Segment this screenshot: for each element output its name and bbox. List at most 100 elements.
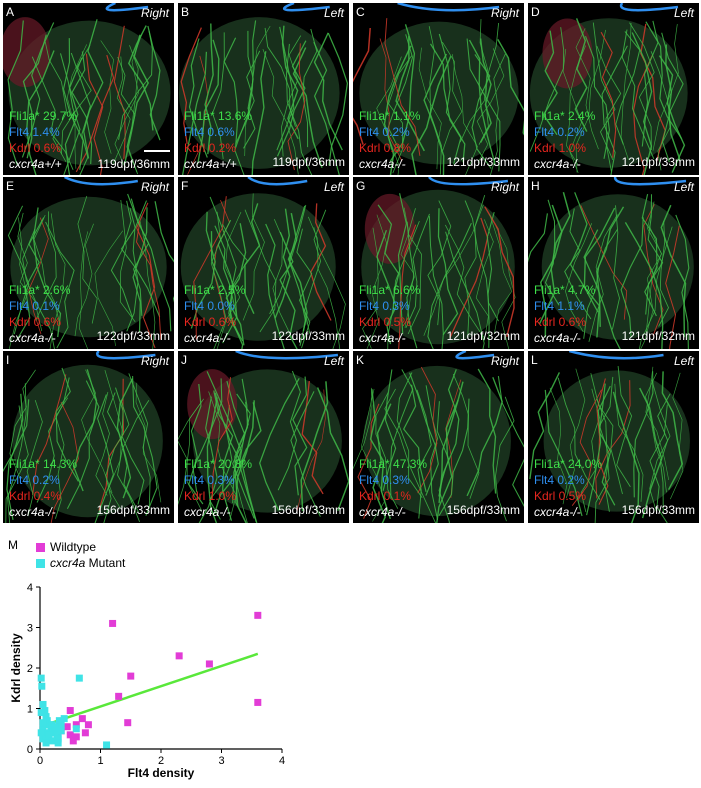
micrograph-image	[353, 3, 524, 175]
panel-side: Left	[323, 180, 344, 194]
mutant-point	[37, 729, 45, 737]
flt4-value: Flt4 0.3%	[359, 299, 410, 313]
mutant-point	[51, 723, 59, 731]
micrograph-panel: G Right Fli1a* 6.6% Flt4 0.3% Kdrl 0.5% cxcr4…	[353, 177, 524, 349]
y-tick-label: 0	[27, 744, 33, 756]
panel-letter: C	[356, 5, 365, 19]
micrograph-panel: H Left Fli1a* 4.7% Flt4 1.1% Kdrl 0.6% cxcr4a…	[528, 177, 699, 349]
y-tick-label: 1	[27, 704, 33, 716]
wildtype-point	[66, 707, 74, 715]
fli1a-value: Fli1a* 2.4%	[534, 109, 596, 123]
wildtype-point	[69, 737, 77, 745]
legend-item-wildtype: Wildtype	[36, 540, 96, 554]
y-tick-label: 3	[27, 623, 33, 635]
legend-item-mutant: cxcr4a Mutant	[36, 556, 125, 570]
age-size-label: 122dpf/33mm	[96, 329, 170, 343]
mutant-point	[57, 727, 65, 735]
scale-bar	[144, 150, 170, 152]
micrograph-image	[361, 177, 516, 349]
fli1a-value: Fli1a* 2.6%	[9, 283, 71, 297]
panel-side: Right	[140, 180, 169, 194]
micrograph-panel: E Right Fli1a* 2.6% Flt4 0.1% Kdrl 0.6% cxcr4…	[3, 177, 174, 349]
legend-swatch-mutant	[36, 559, 45, 568]
kdrl-value: Kdrl 0.6%	[534, 315, 587, 329]
x-axis-label: Flt4 density	[128, 766, 195, 780]
genotype-label: cxcr4a-/-	[9, 505, 56, 519]
mutant-point	[39, 719, 47, 727]
mutant-point	[43, 717, 51, 725]
micrograph-panel: L Left Fli1a* 24.0% Flt4 0.2% Kdrl 0.5% cxcr4…	[528, 351, 699, 523]
mutant-point	[60, 715, 68, 723]
mutant-point	[75, 674, 83, 682]
age-size-label: 156dpf/33mm	[96, 503, 170, 517]
panel-letter: B	[181, 5, 190, 19]
fli1a-value: Fli1a* 4.7%	[534, 283, 596, 297]
kdrl-value: Kdrl 0.6%	[9, 141, 62, 155]
age-size-label: 156dpf/33mm	[621, 503, 695, 517]
panel-side: Right	[140, 6, 169, 20]
wildtype-point	[175, 652, 183, 660]
wildtype-point	[115, 692, 123, 700]
kdrl-value: Kdrl 0.8%	[359, 141, 412, 155]
wildtype-point	[127, 672, 135, 680]
y-axis-label: Kdrl density	[9, 633, 23, 703]
panel-side: Right	[490, 354, 519, 368]
scatter-plot: 0 1 2 3 4 0 1 2 3 4 Flt4 density Kdrl density	[9, 582, 285, 780]
kdrl-value: Kdrl 0.1%	[359, 489, 412, 503]
micrograph-image	[353, 351, 524, 523]
genotype-label: cxcr4a+/+	[184, 157, 237, 171]
mutant-point	[39, 700, 47, 708]
kdrl-value: Kdrl 0.2%	[184, 141, 237, 155]
wildtype-point	[254, 611, 262, 619]
mutant-point	[37, 674, 45, 682]
kdrl-value: Kdrl 0.5%	[534, 489, 587, 503]
micrograph-image	[3, 3, 171, 175]
fli1a-value: Fli1a* 2.5%	[184, 283, 246, 297]
wildtype-point	[72, 733, 80, 741]
panel-letter: G	[356, 179, 366, 193]
age-size-label: 121dpf/33mm	[446, 155, 520, 169]
wildtype-point	[66, 731, 74, 739]
fli1a-value: Fli1a* 14.3%	[9, 457, 78, 471]
wildtype-point	[109, 619, 117, 627]
micrograph-panel: A Right Fli1a* 29.7% Flt4 1.4% Kdrl 0.6% cxcr…	[3, 3, 174, 175]
mutant-point	[72, 725, 80, 733]
panel-letter: J	[181, 353, 187, 367]
mutant-point	[103, 741, 111, 749]
legend-label-wildtype: Wildtype	[50, 540, 97, 554]
flt4-value: Flt4 0.3%	[184, 473, 235, 487]
micrograph-image	[178, 3, 349, 175]
panel-letter: F	[181, 179, 189, 193]
x-tick-label: 1	[97, 755, 103, 767]
panel-side: Left	[673, 6, 694, 20]
age-size-label: 156dpf/33mm	[446, 503, 520, 517]
micrograph-image	[180, 177, 346, 349]
micrograph-image	[7, 177, 174, 349]
mutant-point	[39, 725, 47, 733]
panel-letter: H	[531, 179, 540, 193]
flt4-value: Flt4 0.3%	[359, 473, 410, 487]
mutant-point	[37, 709, 45, 717]
legend-label-mutant-gene: cxcr4a	[50, 556, 86, 570]
flt4-value: Flt4 0.0%	[184, 299, 235, 313]
micrograph-panel: K Right Fli1a* 47.3% Flt4 0.3% Kdrl 0.1% cxcr…	[353, 351, 524, 523]
micrograph-image	[528, 177, 694, 349]
flt4-value: Flt4 0.2%	[534, 473, 585, 487]
fli1a-value: Fli1a* 29.7%	[9, 109, 78, 123]
age-size-label: 122dpf/33mm	[271, 329, 345, 343]
wildtype-point	[81, 729, 89, 737]
x-tick-label: 0	[37, 755, 43, 767]
wildtype-point	[84, 721, 92, 729]
genotype-label: cxcr4a-/-	[534, 505, 581, 519]
panel-side: Left	[673, 354, 694, 368]
fli1a-value: Fli1a* 6.6%	[359, 283, 421, 297]
mutant-point	[54, 735, 62, 743]
x-tick-label: 2	[158, 755, 164, 767]
genotype-label: cxcr4a-/-	[184, 331, 231, 345]
wildtype-point	[78, 715, 86, 723]
micrograph-image	[178, 351, 349, 523]
x-tick-label: 3	[218, 755, 224, 767]
panel-letter: A	[6, 5, 15, 19]
age-size-label: 119dpf/36mm	[272, 155, 346, 169]
micrograph-panel: B Left Fli1a* 13.6% Flt4 0.6% Kdrl 0.2% cxcr4…	[178, 3, 349, 175]
